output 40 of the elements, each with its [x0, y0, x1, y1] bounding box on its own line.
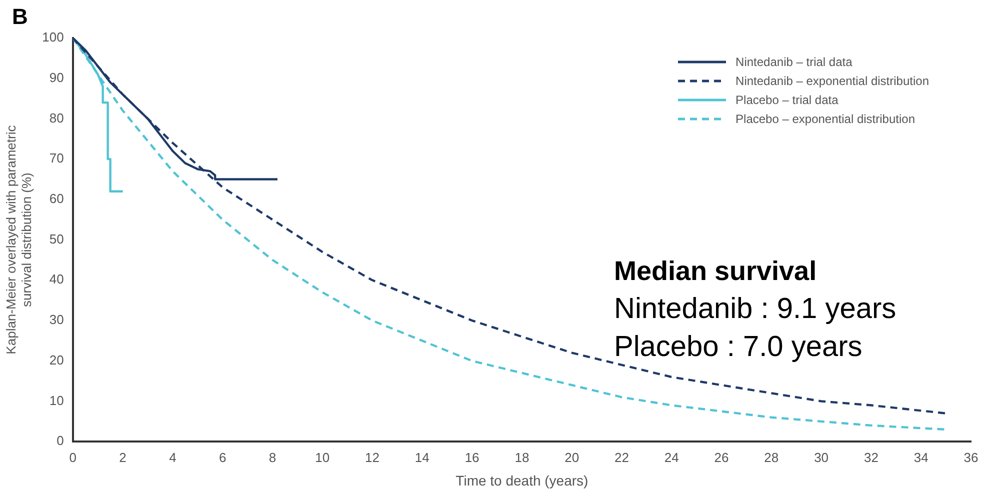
y-tick-label: 30 — [49, 312, 64, 328]
y-tick-label: 50 — [49, 231, 64, 246]
annotation: Median survival — [614, 255, 818, 288]
y-tick-label: 80 — [49, 110, 64, 126]
y-tick-label: 70 — [49, 150, 64, 166]
x-tick-label: 18 — [514, 450, 530, 465]
y-tick-label: 10 — [49, 392, 64, 408]
y-tick-label: 100 — [42, 30, 64, 45]
x-tick-label: 8 — [268, 450, 276, 465]
legend-label: Nintedanib – exponential distribution — [736, 74, 929, 88]
x-tick-label: 16 — [464, 450, 480, 465]
legend-label: Nintedanib – trial data — [736, 54, 852, 68]
x-tick-label: 10 — [315, 450, 330, 465]
y-tick-label: 40 — [49, 272, 64, 287]
x-tick-label: 28 — [764, 450, 779, 465]
y-tick-label: 0 — [56, 433, 64, 448]
x-tick-label: 6 — [218, 450, 226, 465]
x-axis-title: Time to death (years) — [456, 472, 588, 488]
x-tick-label: 34 — [914, 450, 928, 465]
y-tick-label: 60 — [49, 191, 64, 206]
y-tick-label: 90 — [49, 70, 64, 85]
x-tick-label: 24 — [664, 450, 679, 465]
x-tick-label: 14 — [414, 450, 430, 465]
x-tick-label: 22 — [614, 450, 629, 465]
y-axis-title: Kaplan-Meier overlayed with parametric survival distribution (%) — [3, 124, 34, 354]
x-tick-label: 20 — [564, 450, 580, 465]
annotation: Nintedanib : 9.1 years — [614, 292, 896, 327]
annotation: Placebo : 7.0 years — [614, 330, 864, 365]
x-tick-label: 32 — [864, 450, 878, 465]
x-tick-label: 30 — [814, 450, 829, 465]
x-tick-label: 36 — [964, 450, 978, 465]
x-tick-label: 2 — [119, 450, 126, 465]
legend-label: Placebo – exponential distribution — [736, 112, 915, 126]
legend-label: Placebo – trial data — [736, 92, 838, 106]
x-tick-label: 26 — [714, 450, 729, 465]
x-tick-label: 12 — [365, 450, 380, 465]
text: B — [12, 4, 28, 30]
x-tick-label: 4 — [169, 450, 176, 465]
y-tick-label: 20 — [49, 352, 64, 368]
x-tick-label: 0 — [69, 450, 77, 465]
